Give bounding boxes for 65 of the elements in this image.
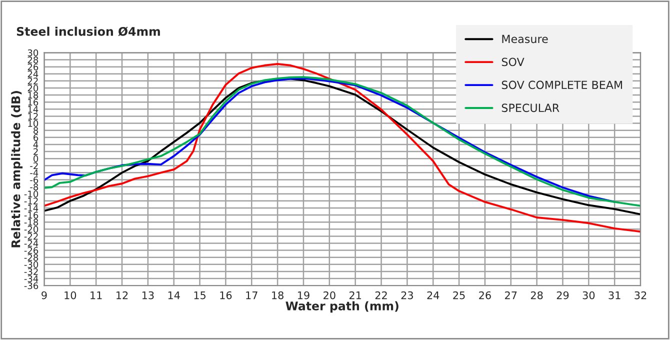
x-tick-label: 28: [530, 291, 543, 300]
x-tick-label: 22: [375, 291, 387, 300]
x-tick-label: 21: [349, 291, 361, 300]
x-tick-label: 25: [453, 291, 465, 300]
y-tick-label: -28: [24, 254, 38, 261]
y-tick-label: -18: [24, 218, 38, 226]
x-tick-label: 26: [479, 291, 491, 300]
x-tick-label: 32: [634, 291, 646, 300]
y-tick-label: 26: [28, 64, 38, 70]
y-axis-title: Relative amplitude (dB): [11, 91, 23, 248]
y-tick-label: 28: [28, 56, 38, 64]
x-tick-label: 30: [582, 291, 595, 300]
y-tick-label: -24: [24, 240, 38, 247]
x-tick-label: 24: [427, 291, 440, 300]
y-tick-label: 4: [33, 141, 38, 148]
y-tick-label: -32: [24, 268, 38, 276]
y-tick-label: -14: [24, 204, 38, 212]
x-tick-label: 14: [168, 291, 180, 300]
x-tick-label: 11: [90, 291, 102, 300]
y-tick-label: 6: [34, 134, 38, 141]
y-tick-label: -8: [30, 184, 38, 190]
y-tick-label: 20: [28, 84, 38, 92]
y-tick-label: 14: [28, 106, 38, 113]
x-tick-label: 27: [505, 291, 517, 300]
y-tick-label: -22: [24, 232, 38, 240]
y-tick-label: -2: [30, 162, 38, 170]
y-tick-label: 30: [28, 49, 38, 56]
y-tick-label: -4: [30, 170, 38, 176]
y-tick-label: 22: [28, 78, 38, 84]
chart-title: Steel inclusion Ø4mm: [16, 26, 160, 36]
y-tick-label: -12: [24, 198, 38, 204]
x-tick-label: 12: [116, 291, 128, 300]
legend-label: SOV: [502, 58, 524, 66]
y-tick-label: 18: [28, 92, 38, 99]
y-tick-label: 8: [34, 127, 38, 134]
x-tick-label: 20: [324, 291, 336, 300]
y-tick-label: 16: [28, 98, 38, 106]
y-tick-label: 12: [28, 112, 38, 120]
y-tick-label: 10: [28, 120, 38, 127]
x-tick-label: 9: [42, 291, 47, 300]
x-tick-label: 29: [556, 291, 569, 300]
y-tick-label: -36: [24, 282, 38, 290]
x-tick-label: 17: [246, 291, 258, 300]
y-tick-label: -10: [24, 190, 38, 198]
y-tick-label: -16: [24, 212, 38, 219]
y-tick-label: -6: [30, 176, 38, 184]
x-tick-label: 13: [142, 291, 154, 300]
x-tick-label: 10: [64, 291, 76, 300]
x-tick-label: 31: [608, 291, 620, 300]
y-tick-label: -26: [24, 247, 38, 254]
x-tick-label: 16: [220, 291, 232, 300]
y-tick-label: -20: [24, 226, 38, 233]
legend-label: SPECULAR: [502, 104, 560, 112]
x-axis-title: Water path (mm): [286, 301, 398, 313]
y-tick-label: -30: [24, 261, 38, 268]
legend-label: SOV COMPLETE BEAM: [502, 80, 622, 90]
y-tick-label: 2: [34, 148, 38, 155]
y-tick-label: 0: [34, 155, 38, 162]
y-tick-label: -34: [24, 275, 38, 282]
x-tick-label: 15: [194, 291, 206, 300]
y-tick-label: 24: [28, 70, 38, 78]
x-tick-label: 23: [401, 291, 413, 300]
x-tick-label: 19: [298, 291, 310, 300]
legend-label: Measure: [502, 34, 548, 44]
x-tick-label: 18: [272, 291, 284, 300]
